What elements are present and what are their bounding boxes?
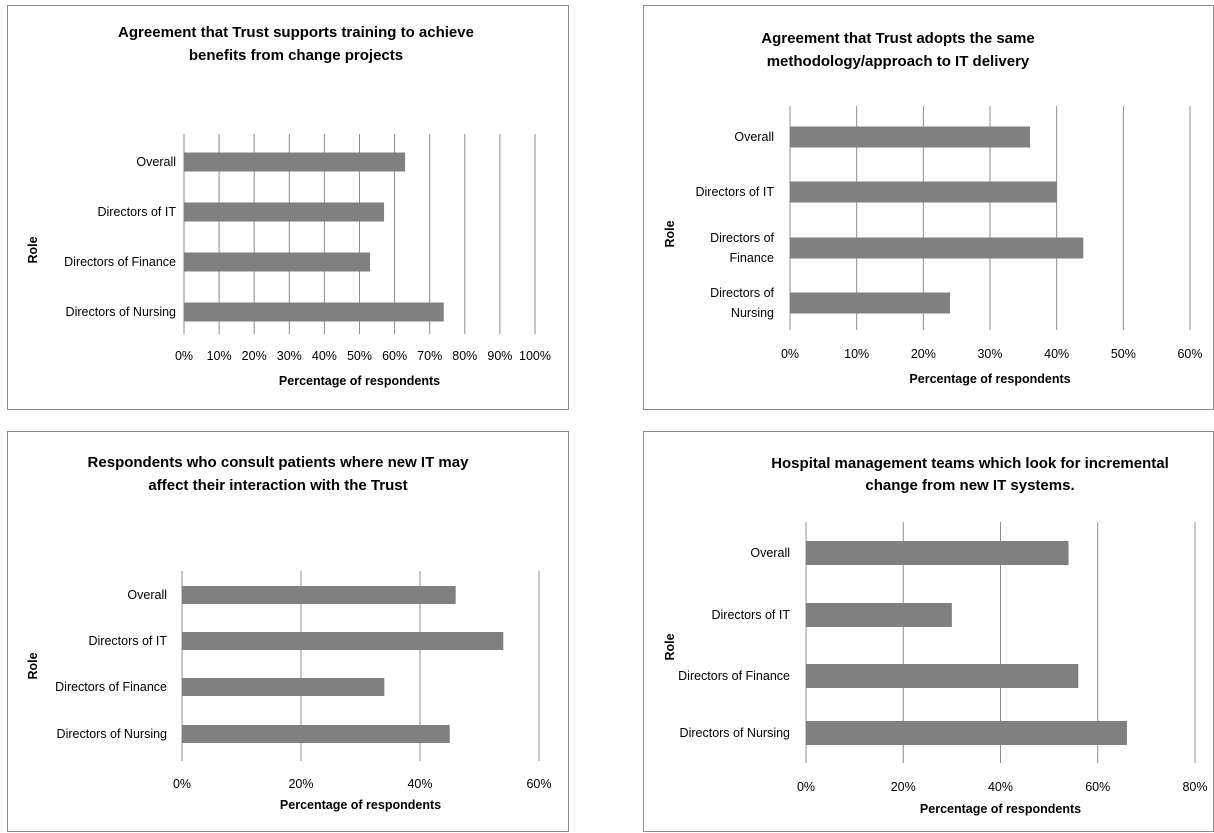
x-tick-label: 40%: [988, 780, 1013, 794]
chart-svg: Hospital management teams which look for…: [663, 455, 1208, 816]
x-tick-label: 20%: [288, 777, 313, 791]
x-axis-label: Percentage of respondents: [909, 372, 1070, 386]
category-label: Directors of Nursing: [66, 305, 176, 319]
chart-title: benefits from change projects: [189, 47, 403, 64]
x-tick-label: 0%: [781, 347, 799, 361]
x-tick-label: 100%: [519, 349, 551, 363]
bar: [182, 632, 504, 650]
y-axis-label: Role: [26, 236, 40, 263]
bar: [184, 202, 385, 222]
x-tick-label: 60%: [1177, 347, 1202, 361]
y-axis-label: Role: [26, 652, 40, 679]
bar: [184, 252, 371, 272]
bar: [790, 292, 950, 314]
category-label: Finance: [730, 251, 775, 265]
chart-training-support: Agreement that Trust supports training t…: [7, 5, 569, 410]
chart-incremental-change: Hospital management teams which look for…: [643, 431, 1214, 832]
x-tick-label: 70%: [417, 349, 442, 363]
category-label: Directors of Nursing: [57, 727, 167, 741]
category-label: Directors of: [710, 231, 774, 245]
x-tick-label: 40%: [407, 777, 432, 791]
x-tick-label: 30%: [977, 347, 1002, 361]
category-label: Nursing: [731, 306, 774, 320]
chart-title: Agreement that Trust supports training t…: [118, 24, 474, 41]
x-tick-label: 10%: [844, 347, 869, 361]
bar: [184, 302, 444, 322]
chart-patient-consultation: Respondents who consult patients where n…: [7, 431, 569, 832]
bar: [182, 586, 456, 604]
category-label: Directors of IT: [696, 185, 775, 199]
x-tick-label: 40%: [1044, 347, 1069, 361]
bar: [182, 725, 450, 743]
bar: [790, 181, 1057, 203]
category-label: Overall: [750, 546, 790, 560]
bar: [790, 237, 1084, 259]
y-axis-label: Role: [663, 220, 677, 247]
x-tick-label: 20%: [242, 349, 267, 363]
x-tick-label: 0%: [175, 349, 193, 363]
x-tick-label: 60%: [526, 777, 551, 791]
y-axis-label: Role: [663, 633, 677, 660]
x-tick-label: 20%: [911, 347, 936, 361]
x-axis-label: Percentage of respondents: [279, 374, 440, 388]
x-tick-label: 50%: [347, 349, 372, 363]
x-tick-label: 80%: [452, 349, 477, 363]
chart-title: change from new IT systems.: [865, 477, 1074, 494]
category-label: Directors of IT: [98, 205, 177, 219]
category-label: Directors of Finance: [64, 255, 176, 269]
chart-title: Agreement that Trust adopts the same: [761, 30, 1034, 47]
chart-title: Hospital management teams which look for…: [771, 455, 1169, 472]
chart-svg: Respondents who consult patients where n…: [26, 454, 552, 812]
chart-svg: Agreement that Trust adopts the same meth…: [663, 30, 1203, 386]
bar: [806, 603, 952, 627]
chart-title: affect their interaction with the Trust: [148, 477, 407, 494]
category-label: Directors of IT: [712, 608, 791, 622]
x-tick-label: 0%: [797, 780, 815, 794]
chart-svg: Agreement that Trust supports training t…: [26, 24, 551, 388]
category-label: Overall: [734, 130, 774, 144]
category-label: Overall: [127, 588, 167, 602]
bar: [182, 678, 385, 696]
x-tick-label: 50%: [1111, 347, 1136, 361]
category-label: Directors of IT: [89, 634, 168, 648]
x-tick-label: 90%: [487, 349, 512, 363]
x-tick-label: 80%: [1182, 780, 1207, 794]
bar: [184, 152, 406, 172]
x-tick-label: 60%: [382, 349, 407, 363]
x-axis-label: Percentage of respondents: [920, 802, 1081, 816]
bar: [806, 721, 1127, 745]
bar: [806, 541, 1069, 565]
chart-title: methodology/approach to IT delivery: [767, 53, 1030, 70]
x-tick-label: 0%: [173, 777, 191, 791]
bar: [790, 126, 1030, 148]
chart-it-methodology: Agreement that Trust adopts the same meth…: [643, 5, 1214, 410]
x-tick-label: 20%: [891, 780, 916, 794]
x-tick-label: 60%: [1085, 780, 1110, 794]
bar: [806, 664, 1079, 688]
x-tick-label: 10%: [207, 349, 232, 363]
category-label: Directors of Finance: [55, 680, 167, 694]
category-label: Directors of Nursing: [680, 726, 790, 740]
category-label: Directors of Finance: [678, 669, 790, 683]
x-tick-label: 40%: [312, 349, 337, 363]
x-axis-label: Percentage of respondents: [280, 798, 441, 812]
x-tick-label: 30%: [277, 349, 302, 363]
category-label: Directors of: [710, 286, 774, 300]
chart-title: Respondents who consult patients where n…: [88, 454, 470, 471]
category-label: Overall: [136, 155, 176, 169]
